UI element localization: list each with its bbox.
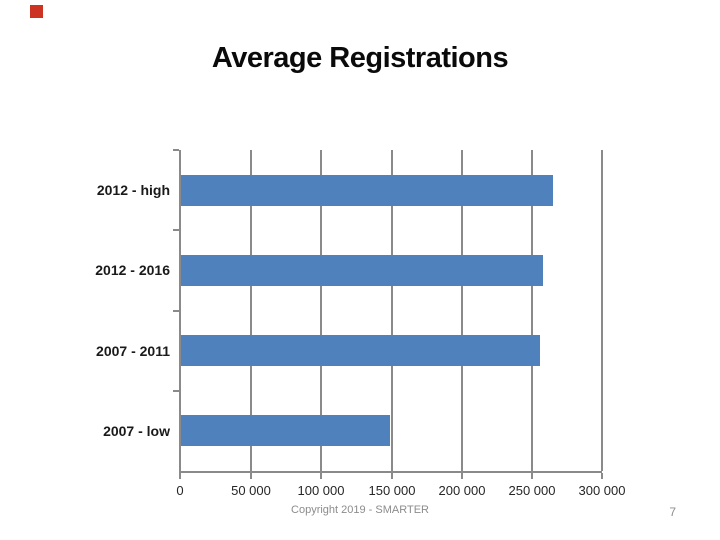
template-accent-square: [30, 5, 43, 18]
category-label: 2012 - high: [96, 182, 170, 198]
x-axis-tick: [179, 473, 181, 479]
x-axis-tick: [531, 473, 533, 479]
x-tick-label: 200 000: [438, 483, 486, 498]
x-tick-label: 100 000: [297, 483, 345, 498]
bar: [181, 175, 553, 206]
x-tick-label: 50 000: [231, 483, 271, 498]
gridline: [250, 150, 252, 471]
gridline: [601, 150, 603, 471]
page-number: 7: [669, 505, 676, 519]
gridline: [531, 150, 533, 471]
x-axis-tick: [461, 473, 463, 479]
y-axis-tick: [173, 149, 179, 151]
category-label: 2012 - 2016: [95, 262, 170, 278]
page-title: Average Registrations: [211, 42, 509, 74]
footer-copyright: Copyright 2019 - SMARTER: [291, 504, 429, 516]
bar: [181, 255, 543, 286]
bar: [181, 335, 540, 366]
x-axis-tick: [601, 473, 603, 479]
x-axis-tick: [391, 473, 393, 479]
plot-area: [173, 149, 603, 479]
x-tick-label: 300 000: [578, 483, 626, 498]
y-axis-tick: [173, 310, 179, 312]
x-tick-label: 150 000: [368, 483, 416, 498]
x-tick-label: 250 000: [508, 483, 556, 498]
category-label: 2007 - low: [103, 423, 170, 439]
gridline: [391, 150, 393, 471]
y-axis-tick: [173, 229, 179, 231]
x-axis-tick: [320, 473, 322, 479]
bar: [181, 415, 390, 446]
gridline: [461, 150, 463, 471]
category-label: 2007 - 2011: [96, 343, 170, 359]
y-axis-tick: [173, 390, 179, 392]
x-tick-label: 0: [176, 483, 184, 498]
x-axis-tick: [250, 473, 252, 479]
gridline: [320, 150, 322, 471]
